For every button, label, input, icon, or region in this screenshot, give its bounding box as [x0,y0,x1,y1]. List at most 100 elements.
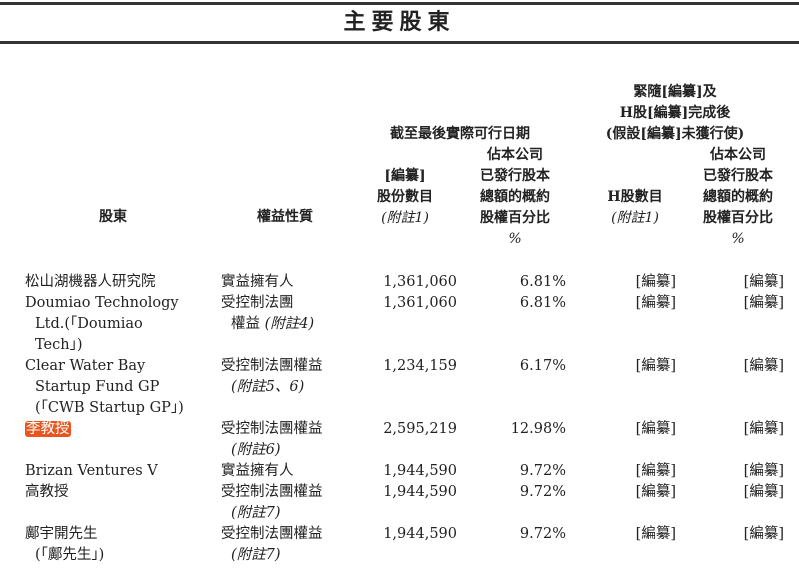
h-shareholding-pct: [編纂] [743,484,784,500]
name-line: 高教授 [25,484,69,500]
page-title: 主要股東 [343,9,456,35]
header-text: 已發行股本 [703,168,773,184]
shareholding-pct: 12.98% [510,421,566,437]
header-unit: % [731,231,745,247]
highlighted-name: 李教授 [25,421,71,437]
shareholder-table: 松山湖機器人研究院 實益擁有人 1,361,060 6.81% [編纂] [編纂] Doum… [0,272,799,566]
shares-count: 1,361,060 [383,274,457,290]
h-shares-count: [編纂] [635,358,676,374]
header-group2-shares: H股數目 (附註1) [595,187,675,229]
shareholding-pct: 6.17% [519,358,566,374]
header-nature: 權益性質 [257,209,313,225]
nature-note: (附註6) [231,442,281,458]
table-row: Doumiao Technology Ltd.(「Doumiao Tech」) 受控制… [0,293,799,356]
h-shareholding-pct: [編纂] [743,463,784,479]
header-text: [編纂] [384,168,426,184]
name-line: 李教授 [25,419,215,440]
h-shares-count: [編纂] [635,295,676,311]
name-line: 鄺宇開先生 [25,526,98,542]
header-group1-shares: [編纂] 股份數目 (附註1) [365,166,445,229]
header-text: (假設[編纂]未獲行使) [605,126,745,142]
header-group1-pct: 佔本公司 已發行股本 總額的概約 股權百分比 % [465,145,565,250]
h-shares-count: [編纂] [635,421,676,437]
nature-note: (附註7) [231,547,281,563]
header-text: 股權百分比 [480,210,550,226]
nature-line: 受控制法團權益 [221,526,323,542]
nature-of-interest: 實益擁有人 [221,461,371,482]
shareholder-name: Doumiao Technology Ltd.(「Doumiao Tech」) [25,293,215,356]
h-shares-count: [編纂] [635,484,676,500]
nature-of-interest: 受控制法團權益 (附註5、6) [221,356,371,398]
h-shareholding-pct: [編纂] [743,274,784,290]
nature-of-interest: 實益擁有人 [221,272,371,293]
h-shares-count: [編纂] [635,463,676,479]
nature-line: 受控制法團 [221,295,294,311]
header-group1-title: 截至最後實際可行日期 [390,126,530,142]
nature-of-interest: 受控制法團權益 (附註6) [221,419,371,461]
shares-count: 1,944,590 [383,484,457,500]
name-line: Brizan Ventures V [25,463,158,479]
header-shareholder: 股東 [99,209,127,225]
name-line: Doumiao Technology [25,295,179,311]
shareholding-pct: 6.81% [519,295,566,311]
nature-line: 受控制法團權益 [221,421,323,437]
header-text: 緊隨[編纂]及 [633,84,717,100]
header-note: (附註1) [381,210,429,226]
nature-of-interest: 受控制法團權益 (附註7) [221,524,371,566]
header-text: 股權百分比 [703,210,773,226]
shareholding-pct: 9.72% [519,463,566,479]
shareholder-name: 松山湖機器人研究院 [25,272,215,293]
nature-note: (附註7) [231,505,281,521]
name-line: Ltd.(「Doumiao [35,316,143,332]
header-text: 總額的概約 [703,189,773,205]
shareholder-name: 高教授 [25,482,215,503]
header-unit: % [508,231,522,247]
name-line: Clear Water Bay [25,358,146,374]
header-text: 已發行股本 [480,168,550,184]
h-shares-count: [編纂] [635,274,676,290]
shares-count: 1,234,159 [383,358,457,374]
name-line: 松山湖機器人研究院 [25,274,156,290]
nature-note: (附註5、6) [231,379,305,395]
nature-of-interest: 受控制法團 權益 (附註4) [221,293,371,335]
header-group2-pct: 佔本公司 已發行股本 總額的概約 股權百分比 % [688,145,788,250]
h-shareholding-pct: [編纂] [743,526,784,542]
table-row: 松山湖機器人研究院 實益擁有人 1,361,060 6.81% [編纂] [編纂] [0,272,799,293]
shares-count: 1,361,060 [383,295,457,311]
header-note: (附註1) [611,210,659,226]
h-shareholding-pct: [編纂] [743,358,784,374]
nature-line: 實益擁有人 [221,463,294,479]
name-line: Tech」) [35,337,83,353]
shareholding-pct: 9.72% [519,484,566,500]
shareholding-pct: 6.81% [519,274,566,290]
nature-line: (附註5、6) [221,377,371,398]
header-text: 佔本公司 [487,147,543,163]
table-row: 李教授 受控制法團權益 (附註6) 2,595,219 12.98% [編纂] [編纂] [0,419,799,461]
nature-line: (附註7) [221,503,371,524]
shareholder-name: Brizan Ventures V [25,461,215,482]
shareholding-pct: 9.72% [519,526,566,542]
table-row: Clear Water Bay Startup Fund GP (「CWB Star… [0,356,799,419]
nature-note: (附註4) [264,316,315,332]
header-text: H股數目 [607,189,663,205]
header-text: 佔本公司 [710,147,766,163]
shareholder-name: 李教授 [25,419,215,440]
h-shareholding-pct: [編纂] [743,421,784,437]
h-shareholding-pct: [編纂] [743,295,784,311]
name-line: (「CWB Startup GP」) [35,400,184,416]
shares-count: 1,944,590 [383,463,457,479]
nature-line: 實益擁有人 [221,274,294,290]
table-row: Brizan Ventures V 實益擁有人 1,944,590 9.72% [編纂]… [0,461,799,482]
title-rule [0,41,799,44]
header-text: 總額的概約 [480,189,550,205]
shareholder-name: Clear Water Bay Startup Fund GP (「CWB Star… [25,356,215,419]
nature-line: (附註7) [221,545,371,566]
table-row: 鄺宇開先生 (「鄺先生」) 受控制法團權益 (附註7) 1,944,590 9.72% [編… [0,524,799,566]
header-text: H股[編纂]完成後 [619,105,731,121]
h-shares-count: [編纂] [635,526,676,542]
shareholder-name: 鄺宇開先生 (「鄺先生」) [25,524,215,566]
nature-line: 受控制法團權益 [221,358,323,374]
name-line: Startup Fund GP [35,379,160,395]
shares-count: 1,944,590 [383,526,457,542]
top-rule [0,2,799,5]
